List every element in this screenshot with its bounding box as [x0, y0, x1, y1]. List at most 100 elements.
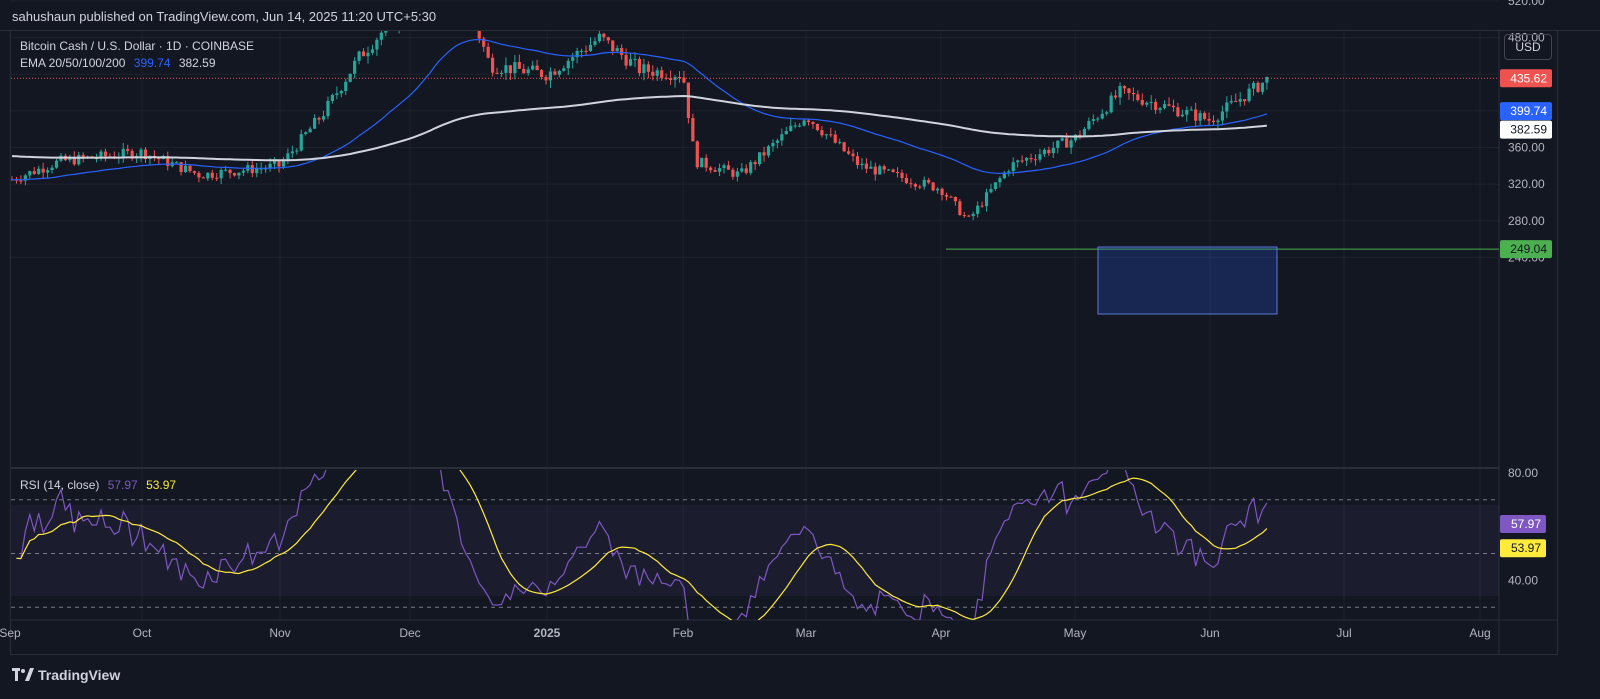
candle-up: [77, 154, 81, 165]
candle-up: [241, 170, 245, 173]
candle-down: [477, 31, 481, 39]
candle-up: [740, 168, 744, 172]
candle-down: [731, 169, 735, 177]
candle-up: [321, 116, 326, 120]
candle-down: [1140, 100, 1144, 105]
candle-down: [1207, 118, 1211, 121]
candle-up: [1162, 104, 1167, 109]
ema-legend[interactable]: EMA 20/50/100/200 399.74 382.59: [20, 55, 254, 72]
candle-up: [562, 68, 566, 71]
rsi-value-label-bg: [1500, 514, 1546, 533]
y-tick-label: 320.00: [1508, 177, 1545, 191]
candle-up: [259, 168, 263, 170]
candle-down: [228, 169, 232, 174]
candle-up: [588, 44, 593, 51]
candle-down: [250, 165, 254, 174]
consolidation-box: [1097, 246, 1278, 315]
candle-down: [277, 161, 281, 167]
candle-up: [28, 171, 32, 176]
candle-up: [384, 31, 388, 33]
rsi-value-label: 57.97: [1511, 517, 1541, 531]
candle-up: [1220, 111, 1224, 121]
candle-up: [571, 57, 575, 61]
candle-down: [949, 196, 953, 198]
x-tick-label: Jul: [1336, 626, 1351, 640]
candle-down: [1211, 120, 1216, 123]
candle-up: [353, 60, 357, 74]
candle-up: [615, 48, 619, 52]
legend: Bitcoin Cash / U.S. Dollar · 1D · COINBA…: [20, 38, 254, 72]
ema-label: EMA 20/50/100/200: [20, 56, 126, 70]
symbol-title[interactable]: Bitcoin Cash / U.S. Dollar · 1D · COINBA…: [20, 39, 255, 53]
candle-up: [330, 94, 334, 101]
candle-up: [139, 149, 143, 156]
rsi-legend[interactable]: RSI (14, close) 57.97 53.97: [20, 478, 176, 492]
candle-down: [753, 162, 757, 165]
candle-down: [1047, 149, 1051, 154]
candle-down: [695, 141, 699, 168]
candle-down: [508, 65, 512, 74]
candle-up: [272, 161, 277, 164]
tradingview-brand[interactable]: TradingView: [38, 667, 121, 683]
candle-up: [281, 161, 286, 167]
tradingview-logo-icon[interactable]: [12, 668, 34, 682]
candle-down: [469, 1, 472, 9]
candle-down: [602, 33, 606, 38]
candle-down: [1131, 92, 1135, 95]
candle-up: [860, 163, 864, 166]
candle-down: [904, 177, 909, 184]
last-price-label: 435.62: [1510, 71, 1547, 85]
candle-down: [1020, 160, 1024, 162]
candle-down: [669, 78, 673, 80]
candle-down: [19, 180, 23, 182]
candle-down: [931, 182, 935, 191]
candle-down: [953, 196, 957, 202]
candle-down: [851, 153, 855, 157]
price-pane[interactable]: [10, 0, 1499, 315]
candle-down: [166, 156, 170, 167]
candle-up: [1051, 147, 1055, 154]
candle-up: [224, 169, 228, 171]
candle-down: [41, 168, 45, 173]
candle-up: [575, 50, 579, 58]
x-tick-label: 2025: [534, 626, 561, 640]
candle-down: [495, 72, 499, 74]
x-tick-label: Apr: [932, 626, 951, 640]
candle-down: [201, 177, 205, 179]
candle-down: [967, 215, 971, 217]
candle-up: [1185, 109, 1189, 115]
candle-up: [504, 65, 508, 73]
candle-down: [900, 172, 904, 178]
candle-up: [758, 152, 762, 165]
y-tick-label: 280.00: [1508, 214, 1545, 228]
last-price-label-bg: [1500, 69, 1552, 88]
candle-down: [1234, 100, 1238, 102]
candle-up: [1260, 82, 1265, 92]
candle-up: [183, 165, 188, 173]
candle-up: [557, 70, 561, 75]
x-tick-label: Sep: [0, 626, 21, 640]
candle-up: [936, 188, 940, 191]
candle-up: [1038, 154, 1042, 160]
candle-up: [642, 64, 646, 74]
rsi-pane[interactable]: [11, 438, 1499, 646]
candle-up: [1229, 100, 1233, 103]
candle-up: [304, 132, 308, 135]
candle-up: [37, 168, 41, 174]
candle-down: [482, 38, 486, 47]
candle-up: [50, 167, 54, 171]
candle-down: [873, 166, 877, 175]
candle-down: [855, 156, 860, 166]
candle-up: [766, 146, 771, 156]
ema-value-white: 382.59: [178, 56, 216, 70]
candle-down: [179, 162, 183, 173]
candle-up: [633, 58, 637, 60]
candle-up: [1251, 82, 1256, 89]
currency-button[interactable]: USD: [1504, 34, 1552, 60]
candle-down: [539, 70, 544, 78]
ema-line-blue: [12, 38, 1268, 181]
candle-up: [775, 140, 779, 143]
candle-up: [580, 50, 584, 52]
candle-down: [940, 188, 944, 195]
